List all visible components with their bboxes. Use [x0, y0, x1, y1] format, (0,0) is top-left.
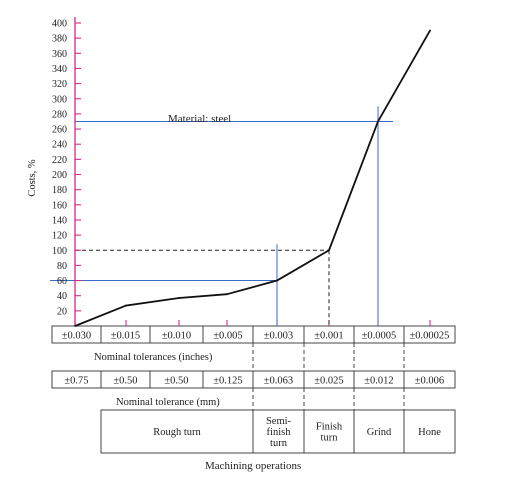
- y-tick-label: 380: [52, 34, 67, 45]
- tolerance-mm-cell: ±0.006: [415, 376, 444, 387]
- operation-label: Semi-: [266, 416, 292, 427]
- y-tick-label: 200: [52, 170, 67, 181]
- tolerance-inches-row: [51, 325, 456, 344]
- y-tick-label: 140: [52, 215, 67, 226]
- tolerance-inches-cell: ±0.00025: [410, 331, 450, 342]
- y-axis-label: Costs, %: [27, 159, 38, 197]
- y-tick-label: 60: [57, 276, 67, 287]
- operation-label: Grind: [367, 427, 392, 438]
- y-tick-label: 160: [52, 200, 67, 211]
- data-point: [276, 279, 278, 282]
- tolerance-inches-cell: ±0.015: [111, 331, 140, 342]
- annotation-material: Material: steel: [168, 113, 231, 125]
- y-tick-label: 220: [52, 155, 67, 166]
- data-point: [74, 325, 76, 327]
- tolerance-inches-cell: ±0.001: [314, 331, 343, 342]
- operation-label: Hone: [418, 427, 441, 438]
- y-tick-label: 40: [57, 291, 67, 302]
- tolerance-mm-cell: ±0.50: [113, 376, 137, 387]
- reference-lines: [50, 106, 393, 326]
- data-point: [226, 293, 228, 296]
- y-tick-label: 300: [52, 94, 67, 105]
- cost-series: [74, 29, 431, 327]
- tolerance-mm-label: Nominal tolerance (mm): [116, 397, 220, 408]
- tolerance-inches-cell: ±0.0005: [362, 331, 397, 342]
- y-tick-label: 280: [52, 109, 67, 120]
- data-point: [125, 304, 127, 307]
- y-tick-label: 120: [52, 231, 67, 242]
- operation-label: turn: [270, 438, 288, 449]
- tolerance-mm-row: [51, 370, 456, 389]
- tolerance-mm-cell: ±0.125: [213, 376, 242, 387]
- y-tick-label: 180: [52, 185, 67, 196]
- tolerance-mm-cell: ±0.063: [264, 376, 293, 387]
- tolerance-inches-cell: ±0.010: [162, 331, 191, 342]
- operation-label: turn: [321, 433, 339, 444]
- y-tick-label: 20: [57, 306, 67, 317]
- tolerance-inches-cell: ±0.030: [62, 331, 91, 342]
- tolerance-mm-cell: ±0.75: [64, 376, 88, 387]
- data-point: [429, 29, 431, 32]
- tolerance-inches-cell: ±0.003: [264, 331, 293, 342]
- y-tick-label: 240: [52, 140, 67, 151]
- y-tick-label: 260: [52, 125, 67, 136]
- y-axis: 20 40 60 80 100 120 140 160 180 200 220 240 260 280 30…: [52, 17, 81, 326]
- y-tick-label: 400: [52, 19, 67, 30]
- tolerance-mm-cell: ±0.50: [164, 376, 188, 387]
- data-point: [178, 297, 180, 299]
- operations-label: Machining operations: [205, 460, 301, 472]
- y-tick-label: 340: [52, 64, 67, 75]
- y-tick-label: 360: [52, 49, 67, 60]
- cost-line: [74, 30, 431, 327]
- operation-label: Rough turn: [153, 427, 201, 438]
- data-point: [377, 120, 379, 123]
- tolerance-table: ±0.030 ±0.015 ±0.010 ±0.005 ±0.003 ±0.001 ±0.0…: [51, 320, 456, 454]
- operation-label: Finish: [316, 422, 343, 433]
- data-point: [328, 249, 330, 252]
- y-tick-label: 100: [52, 246, 67, 257]
- y-tick-label: 80: [57, 261, 67, 272]
- tolerance-mm-cell: ±0.012: [364, 376, 393, 387]
- operations-row: [100, 409, 456, 454]
- tolerance-inches-label: Nominal tolerances (inches): [94, 352, 213, 363]
- y-tick-label: 320: [52, 79, 67, 90]
- operation-label: finish: [267, 427, 292, 438]
- tolerance-mm-cell: ±0.025: [314, 376, 343, 387]
- tolerance-inches-cell: ±0.005: [213, 331, 242, 342]
